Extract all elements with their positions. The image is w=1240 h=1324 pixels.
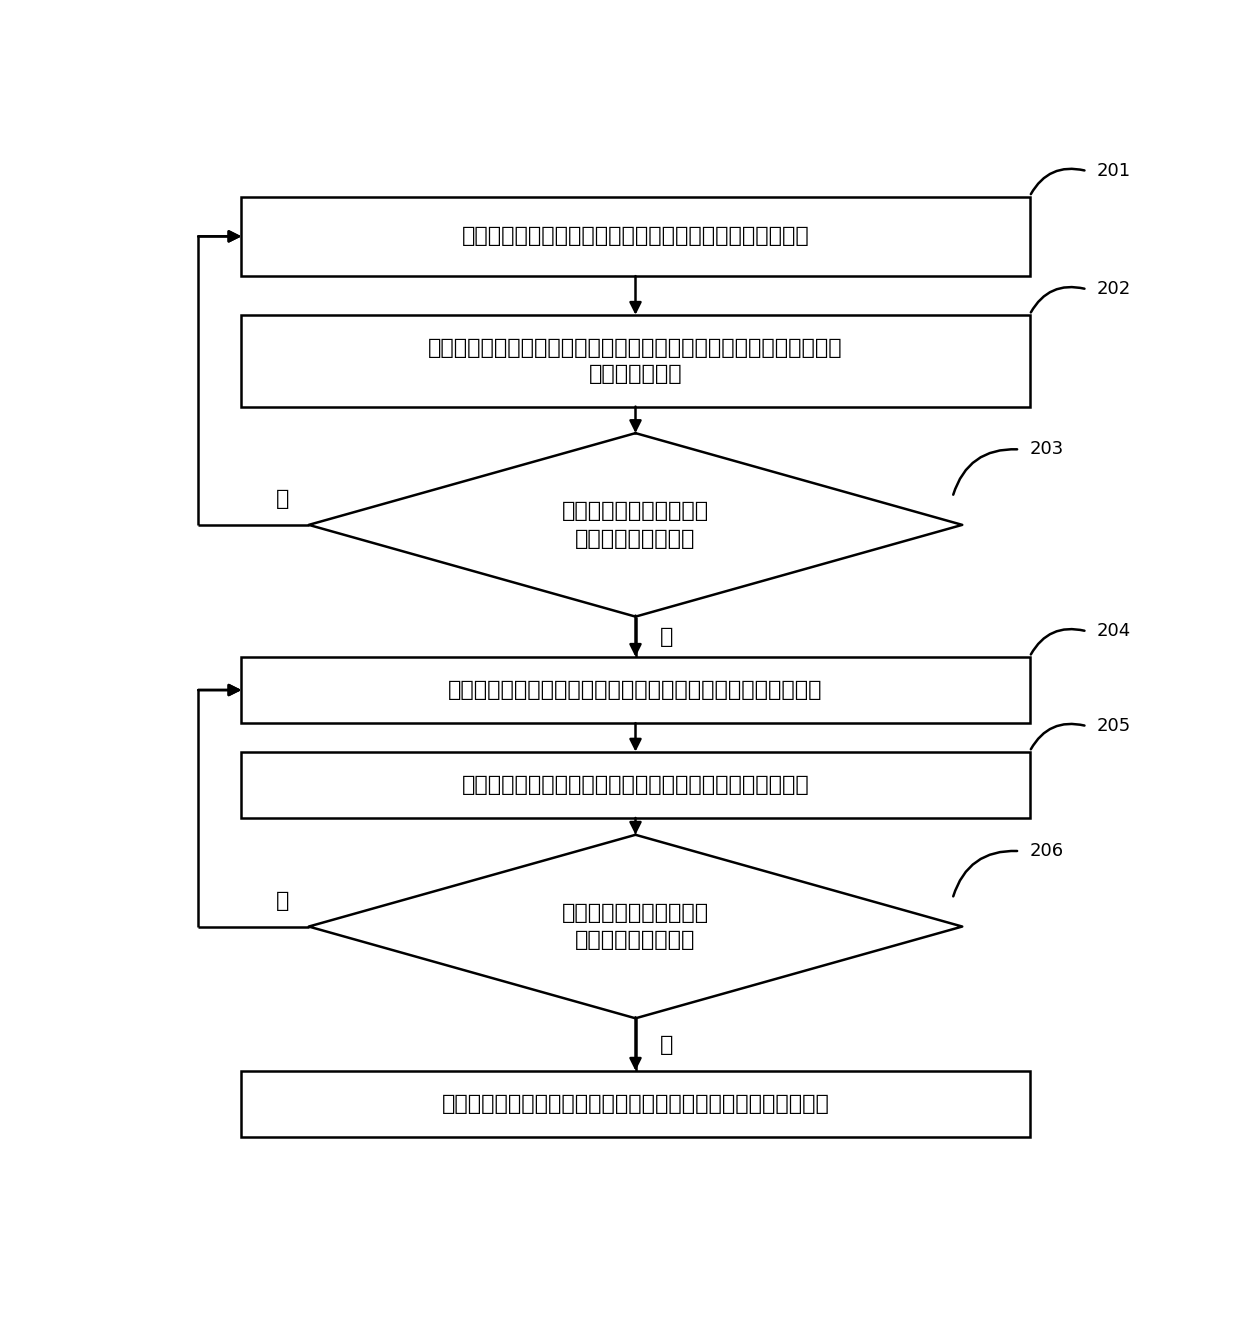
Text: 203: 203 xyxy=(1029,441,1064,458)
Text: 否: 否 xyxy=(277,490,289,510)
Bar xyxy=(242,1071,1029,1137)
Text: 再次读取动态二维码，从所述动态二维码中获取一个二维码图像: 再次读取动态二维码，从所述动态二维码中获取一个二维码图像 xyxy=(448,681,823,700)
Text: 204: 204 xyxy=(1096,622,1131,641)
Text: 是: 是 xyxy=(660,1034,673,1054)
Text: 对该二维码图像进行解码，获取信息码字，并计算第二总和: 对该二维码图像进行解码，获取信息码字，并计算第二总和 xyxy=(461,775,810,794)
Text: 第一总和与初始总和的差: 第一总和与初始总和的差 xyxy=(562,502,709,522)
Polygon shape xyxy=(309,433,962,617)
Text: 206: 206 xyxy=(1029,842,1064,861)
Text: 小于预设的门限阈值: 小于预设的门限阈值 xyxy=(575,528,696,548)
Bar xyxy=(242,752,1029,818)
Text: 读取动态二维码，从所述动态二维码中获取多个二维码图像: 读取动态二维码，从所述动态二维码中获取多个二维码图像 xyxy=(461,226,810,246)
Text: 并计算第一总和: 并计算第一总和 xyxy=(589,364,682,384)
Text: 根据当前所获取的所有信息码字进行解码得到原始的待编码的信息: 根据当前所获取的所有信息码字进行解码得到原始的待编码的信息 xyxy=(441,1094,830,1113)
Text: 202: 202 xyxy=(1096,281,1131,298)
Text: 否: 否 xyxy=(277,891,289,911)
Text: 205: 205 xyxy=(1096,718,1131,735)
Polygon shape xyxy=(309,835,962,1018)
Text: 小于预设的第二阈值: 小于预设的第二阈值 xyxy=(575,931,696,951)
Text: 第二总和与第一总和的差: 第二总和与第一总和的差 xyxy=(562,903,709,923)
Bar xyxy=(242,315,1029,406)
Text: 201: 201 xyxy=(1096,162,1131,180)
Bar xyxy=(242,657,1029,723)
Bar xyxy=(242,196,1029,277)
Text: 每获取一个二维码图像时，对该二维码图像进行解码，获取信息码字，: 每获取一个二维码图像时，对该二维码图像进行解码，获取信息码字， xyxy=(428,338,843,357)
Text: 是: 是 xyxy=(660,626,673,646)
